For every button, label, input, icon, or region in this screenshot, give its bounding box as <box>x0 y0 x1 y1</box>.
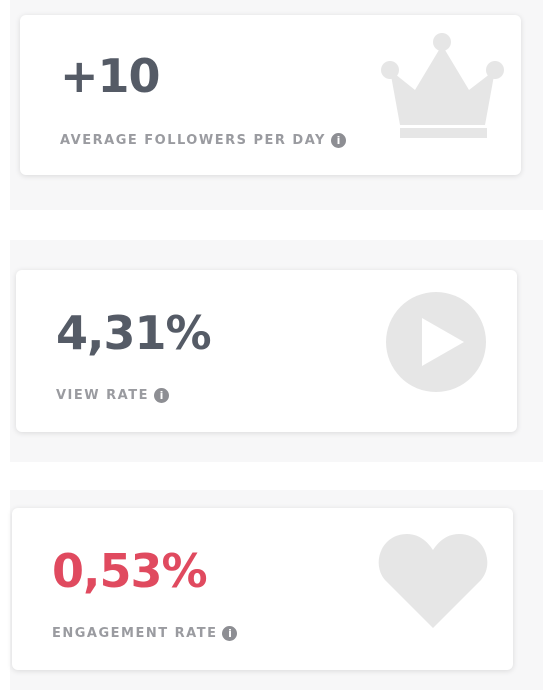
stat-card: 0,53% ENGAGEMENT RATE i <box>12 508 513 670</box>
stat-label: ENGAGEMENT RATE i <box>52 626 238 641</box>
stat-card: 4,31% VIEW RATE i <box>16 270 517 432</box>
play-icon <box>386 292 486 392</box>
stat-label-text: AVERAGE FOLLOWERS PER DAY <box>60 133 326 148</box>
info-icon[interactable]: i <box>153 388 169 403</box>
crown-icon <box>381 33 504 138</box>
stat-value: 0,53% <box>52 544 208 598</box>
stat-label-text: ENGAGEMENT RATE <box>52 626 218 641</box>
info-icon[interactable]: i <box>330 133 346 148</box>
stat-label: AVERAGE FOLLOWERS PER DAY i <box>60 133 346 148</box>
stat-value: +10 <box>60 49 161 103</box>
heart-icon <box>378 534 488 628</box>
stat-card: +10 AVERAGE FOLLOWERS PER DAY i <box>20 15 521 175</box>
info-icon[interactable]: i <box>222 626 238 641</box>
stat-label: VIEW RATE i <box>56 388 169 403</box>
stat-label-text: VIEW RATE <box>56 388 149 403</box>
stat-value: 4,31% <box>56 306 212 360</box>
